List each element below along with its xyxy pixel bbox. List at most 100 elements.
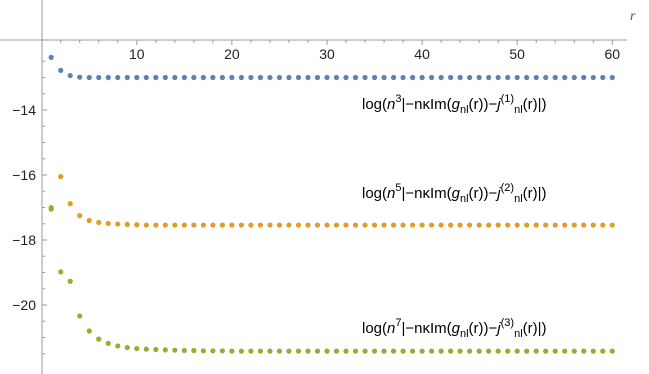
data-point	[352, 348, 359, 354]
data-point	[609, 222, 615, 228]
data-point	[153, 222, 159, 228]
series-3	[48, 206, 615, 354]
data-point	[486, 222, 492, 228]
data-point	[276, 222, 283, 228]
data-point	[305, 222, 311, 228]
data-point	[609, 74, 615, 81]
data-point	[381, 74, 387, 81]
data-point	[324, 348, 330, 354]
data-point	[115, 343, 121, 349]
data-point	[162, 222, 168, 228]
data-point	[457, 348, 463, 354]
data-point	[448, 74, 454, 81]
data-point	[314, 222, 321, 228]
data-point	[86, 217, 92, 224]
data-point	[343, 348, 349, 354]
data-point	[400, 348, 406, 354]
data-point	[67, 278, 73, 284]
data-point	[533, 74, 539, 81]
data-point	[210, 222, 216, 228]
data-point	[514, 74, 520, 81]
y-tick-label: −20	[12, 297, 36, 313]
data-point	[96, 74, 102, 81]
data-point	[400, 222, 406, 228]
data-point	[352, 74, 359, 81]
data-point	[143, 222, 149, 228]
data-point	[181, 74, 187, 81]
data-point	[248, 74, 254, 81]
data-point	[552, 222, 558, 228]
data-point	[600, 74, 606, 81]
data-point	[229, 74, 235, 81]
data-point	[552, 348, 558, 354]
data-point	[115, 221, 121, 227]
data-point	[400, 74, 406, 81]
data-point	[390, 222, 397, 228]
data-point	[333, 348, 340, 354]
data-point	[590, 222, 596, 228]
data-point	[172, 74, 178, 81]
data-point	[295, 74, 302, 81]
data-point	[362, 222, 368, 228]
data-point	[514, 222, 520, 228]
data-point	[96, 219, 102, 226]
data-point	[105, 220, 111, 227]
data-point	[200, 74, 206, 81]
data-point	[314, 348, 321, 354]
data-point	[476, 348, 482, 354]
data-point	[238, 348, 244, 354]
axes: r	[0, 0, 636, 374]
data-point	[77, 74, 83, 80]
data-point	[419, 74, 425, 81]
data-point	[124, 221, 130, 227]
data-point	[219, 348, 225, 354]
data-point	[505, 222, 511, 228]
data-point	[409, 222, 416, 228]
data-point	[571, 222, 577, 228]
data-point	[533, 222, 539, 228]
series-1	[48, 54, 615, 81]
data-point	[476, 222, 482, 228]
data-point	[448, 222, 454, 228]
data-point	[362, 348, 368, 354]
data-point	[200, 222, 206, 228]
data-point	[48, 206, 54, 212]
data-point	[105, 74, 111, 81]
data-point	[153, 346, 159, 353]
data-point	[305, 74, 311, 81]
data-point	[438, 222, 444, 228]
data-point	[191, 74, 197, 81]
data-point	[533, 348, 539, 354]
data-point	[495, 222, 501, 228]
data-point	[514, 348, 520, 354]
y-tick-label: −18	[12, 232, 36, 248]
data-point	[476, 74, 482, 81]
data-point	[267, 74, 273, 81]
data-point	[143, 346, 149, 352]
data-point	[105, 340, 111, 346]
data-point	[200, 348, 206, 354]
data-point	[571, 348, 577, 354]
data-point	[486, 74, 492, 81]
data-point	[543, 222, 549, 228]
data-point	[581, 222, 587, 228]
data-point	[524, 222, 530, 228]
data-point	[153, 74, 159, 81]
data-point	[419, 348, 425, 354]
data-point	[96, 336, 102, 342]
data-point	[543, 348, 549, 354]
data-point	[181, 222, 187, 228]
data-point	[238, 222, 244, 228]
data-point	[229, 222, 235, 228]
data-point	[333, 222, 340, 228]
data-point	[571, 74, 577, 81]
data-point	[229, 348, 235, 354]
data-point	[371, 74, 378, 81]
data-point	[58, 67, 64, 73]
data-point	[324, 74, 330, 81]
data-point	[295, 222, 302, 228]
data-point	[581, 348, 587, 354]
data-point	[371, 348, 378, 354]
data-point	[248, 222, 254, 228]
series-label-2: log(n5|−nκIm(gnl(r))−j(2)nl(r)|)	[362, 182, 547, 205]
